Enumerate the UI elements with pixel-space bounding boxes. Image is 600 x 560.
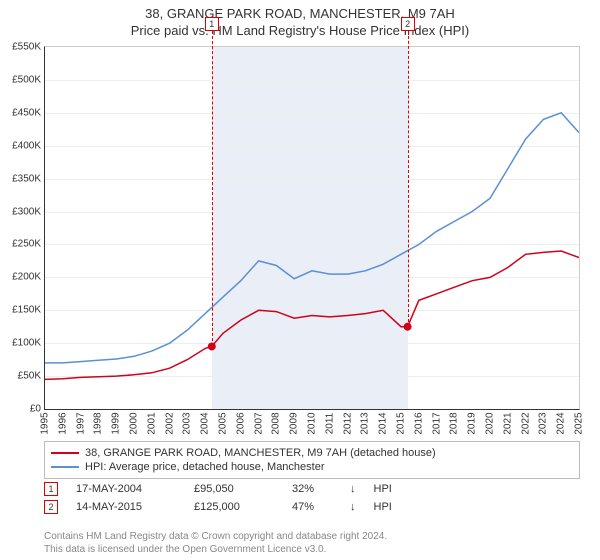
x-axis-tick: 2005 bbox=[218, 412, 229, 434]
x-axis-tick: 2015 bbox=[396, 412, 407, 434]
footer-line: This data is licensed under the Open Gov… bbox=[44, 543, 580, 556]
y-axis-tick: £500K bbox=[5, 74, 41, 85]
x-axis-tick: 1997 bbox=[75, 412, 86, 434]
tx-price: £125,000 bbox=[194, 501, 274, 513]
y-axis-tick: £100K bbox=[5, 338, 41, 349]
x-axis-tick: 2003 bbox=[182, 412, 193, 434]
legend-row: HPI: Average price, detached house, Manc… bbox=[51, 460, 573, 474]
transactions-table: 1 17-MAY-2004 £95,050 32% ↓ HPI 2 14-MAY… bbox=[44, 480, 580, 516]
footer-line: Contains HM Land Registry data © Crown c… bbox=[44, 530, 580, 543]
title-address: 38, GRANGE PARK ROAD, MANCHESTER, M9 7AH bbox=[0, 6, 600, 21]
x-axis-tick: 2018 bbox=[449, 412, 460, 434]
tx-vs: HPI bbox=[374, 501, 392, 513]
x-axis-tick: 2020 bbox=[485, 412, 496, 434]
tx-price: £95,050 bbox=[194, 483, 274, 495]
legend-swatch bbox=[51, 452, 79, 454]
x-axis-tick: 2011 bbox=[324, 413, 335, 435]
tx-pct: 47% bbox=[292, 501, 332, 513]
tx-date: 14-MAY-2015 bbox=[76, 501, 176, 513]
x-axis-tick: 2001 bbox=[146, 412, 157, 434]
y-axis-tick: £300K bbox=[5, 206, 41, 217]
x-axis-tick: 2000 bbox=[129, 412, 140, 434]
y-axis-tick: £400K bbox=[5, 140, 41, 151]
tx-pct: 32% bbox=[292, 483, 332, 495]
series-hpi bbox=[45, 113, 579, 363]
legend-row: 38, GRANGE PARK ROAD, MANCHESTER, M9 7AH… bbox=[51, 446, 573, 460]
tx-marker: 1 bbox=[44, 482, 58, 496]
x-axis-tick: 2021 bbox=[502, 412, 513, 434]
x-axis-tick: 2007 bbox=[253, 412, 264, 434]
tx-arrow: ↓ bbox=[350, 483, 356, 495]
x-axis-tick: 2010 bbox=[307, 412, 318, 434]
legend-label: HPI: Average price, detached house, Manc… bbox=[85, 461, 325, 473]
figure-container: 38, GRANGE PARK ROAD, MANCHESTER, M9 7AH… bbox=[0, 0, 600, 560]
x-axis-tick: 1999 bbox=[111, 412, 122, 434]
x-axis-tick: 1996 bbox=[57, 412, 68, 434]
tx-arrow: ↓ bbox=[350, 501, 356, 513]
y-axis-tick: £200K bbox=[5, 272, 41, 283]
legend-swatch bbox=[51, 466, 79, 468]
y-axis-tick: £0 bbox=[5, 404, 41, 415]
x-axis-tick: 1995 bbox=[40, 412, 51, 434]
x-axis-tick: 1998 bbox=[93, 412, 104, 434]
tx-date: 17-MAY-2004 bbox=[76, 483, 176, 495]
legend-label: 38, GRANGE PARK ROAD, MANCHESTER, M9 7AH… bbox=[85, 447, 436, 459]
x-axis-tick: 2016 bbox=[413, 412, 424, 434]
x-axis-tick: 2009 bbox=[289, 412, 300, 434]
x-axis-tick: 2017 bbox=[431, 412, 442, 434]
y-axis-tick: £350K bbox=[5, 173, 41, 184]
x-axis-tick: 2002 bbox=[164, 412, 175, 434]
title-subtitle: Price paid vs. HM Land Registry's House … bbox=[0, 23, 600, 38]
tx-marker-flag: 2 bbox=[401, 17, 415, 31]
x-axis-tick: 2025 bbox=[574, 412, 585, 434]
x-axis-tick: 2022 bbox=[520, 412, 531, 434]
chart-area: £0£50K£100K£150K£200K£250K£300K£350K£400… bbox=[44, 46, 580, 410]
y-axis-tick: £450K bbox=[5, 107, 41, 118]
titles: 38, GRANGE PARK ROAD, MANCHESTER, M9 7AH… bbox=[0, 0, 600, 38]
x-axis-tick: 2014 bbox=[378, 412, 389, 434]
y-axis-tick: £150K bbox=[5, 305, 41, 316]
transaction-row: 1 17-MAY-2004 £95,050 32% ↓ HPI bbox=[44, 480, 580, 498]
y-axis-tick: £250K bbox=[5, 239, 41, 250]
tx-marker-flag: 1 bbox=[205, 17, 219, 31]
x-axis-tick: 2024 bbox=[556, 412, 567, 434]
x-axis-tick: 2006 bbox=[235, 412, 246, 434]
x-axis-tick: 2004 bbox=[200, 412, 211, 434]
x-axis-tick: 2023 bbox=[538, 412, 549, 434]
footer: Contains HM Land Registry data © Crown c… bbox=[44, 530, 580, 556]
y-axis-tick: £550K bbox=[5, 42, 41, 53]
y-axis-tick: £50K bbox=[5, 371, 41, 382]
x-axis-tick: 2012 bbox=[342, 412, 353, 434]
tx-marker: 2 bbox=[44, 500, 58, 514]
transaction-row: 2 14-MAY-2015 £125,000 47% ↓ HPI bbox=[44, 498, 580, 516]
x-axis-tick: 2019 bbox=[467, 412, 478, 434]
legend: 38, GRANGE PARK ROAD, MANCHESTER, M9 7AH… bbox=[44, 441, 580, 479]
x-axis-tick: 2013 bbox=[360, 412, 371, 434]
x-axis-tick: 2008 bbox=[271, 412, 282, 434]
tx-vs: HPI bbox=[374, 483, 392, 495]
